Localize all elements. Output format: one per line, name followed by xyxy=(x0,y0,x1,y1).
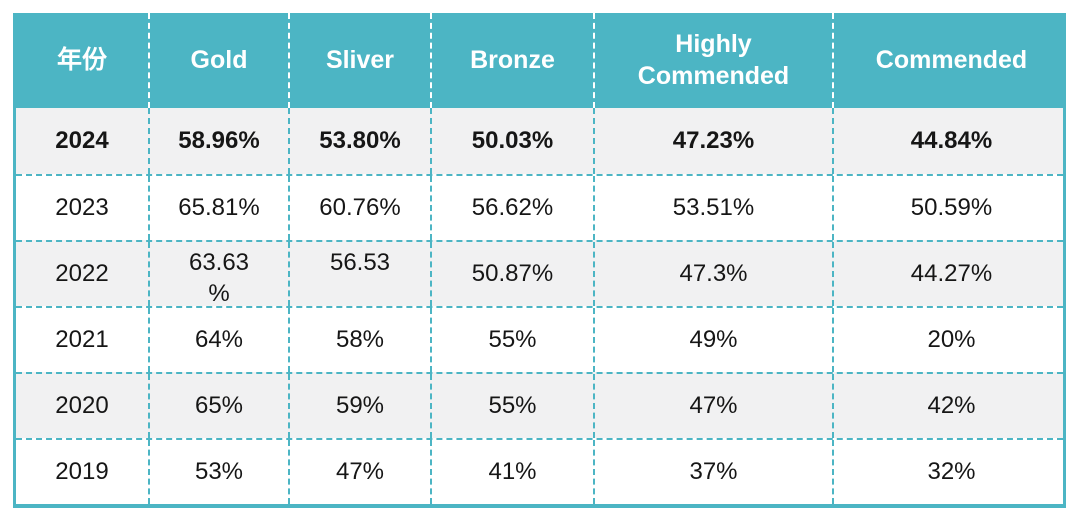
value-cell: 20% xyxy=(832,308,1069,372)
year-cell: 2019 xyxy=(55,458,109,485)
column-header: Gold xyxy=(148,13,288,108)
value-cell: 59% xyxy=(288,374,430,438)
table-row: 2021 64% 58% 55% 49% 20% xyxy=(16,306,1063,372)
year-cell: 2021 xyxy=(55,326,109,353)
value-cell: 47% xyxy=(593,374,832,438)
value-cell: 58% xyxy=(288,308,430,372)
value-cell: 47.23% xyxy=(593,108,832,174)
value-cell: 50.03% xyxy=(430,108,593,174)
value-cell: 37% xyxy=(593,440,832,504)
value-cell: 44.27% xyxy=(832,242,1069,306)
column-header: Bronze xyxy=(430,13,593,108)
value-cell: 53.80% xyxy=(288,108,430,174)
table-row: 2020 65% 59% 55% 47% 42% xyxy=(16,372,1063,438)
column-header: Commended xyxy=(832,13,1069,108)
column-header: Highly Commended xyxy=(593,13,832,108)
value-cell: 41% xyxy=(430,440,593,504)
value-cell: 65.81% xyxy=(148,176,288,240)
value-cell: 53.51% xyxy=(593,176,832,240)
value-cell: 49% xyxy=(593,308,832,372)
column-header: Sliver xyxy=(288,13,430,108)
value-cell: 50.59% xyxy=(832,176,1069,240)
value-cell: 50.87% xyxy=(430,242,593,306)
results-table: 年份 Gold Sliver Bronze Highly Commended Commen… xyxy=(13,13,1066,508)
value-cell: 58.96% xyxy=(148,108,288,174)
value-cell: 56.62% xyxy=(430,176,593,240)
value-cell: 60.76% xyxy=(288,176,430,240)
table-row: 2024 58.96% 53.80% 50.03% 47.23% 44.84% xyxy=(16,108,1063,174)
table-row: 2019 53% 47% 41% 37% 32% xyxy=(16,438,1063,504)
table-row: 2023 65.81% 60.76% 56.62% 53.51% 50.59% xyxy=(16,174,1063,240)
table-row: 2022 63.63 % 56.53 50.87% 47.3% 44.27% xyxy=(16,240,1063,306)
year-cell: 2020 xyxy=(55,392,109,419)
year-cell: 2024 xyxy=(55,127,109,154)
value-cell: 65% xyxy=(148,374,288,438)
value-cell: 63.63 % xyxy=(148,242,288,306)
header-row: 年份 Gold Sliver Bronze Highly Commended Commen… xyxy=(16,13,1063,108)
value-cell: 64% xyxy=(148,308,288,372)
value-cell: 42% xyxy=(832,374,1069,438)
table-body: 2024 58.96% 53.80% 50.03% 47.23% 44.84% 2023 65… xyxy=(16,108,1063,504)
value-cell: 56.53 xyxy=(288,242,430,306)
column-header: 年份 xyxy=(56,45,107,74)
year-cell: 2022 xyxy=(55,260,109,287)
value-cell: 47.3% xyxy=(593,242,832,306)
year-cell: 2023 xyxy=(55,194,109,221)
value-cell: 55% xyxy=(430,308,593,372)
value-cell: 53% xyxy=(148,440,288,504)
value-cell: 44.84% xyxy=(832,108,1069,174)
value-cell: 55% xyxy=(430,374,593,438)
value-cell: 47% xyxy=(288,440,430,504)
value-cell: 32% xyxy=(832,440,1069,504)
